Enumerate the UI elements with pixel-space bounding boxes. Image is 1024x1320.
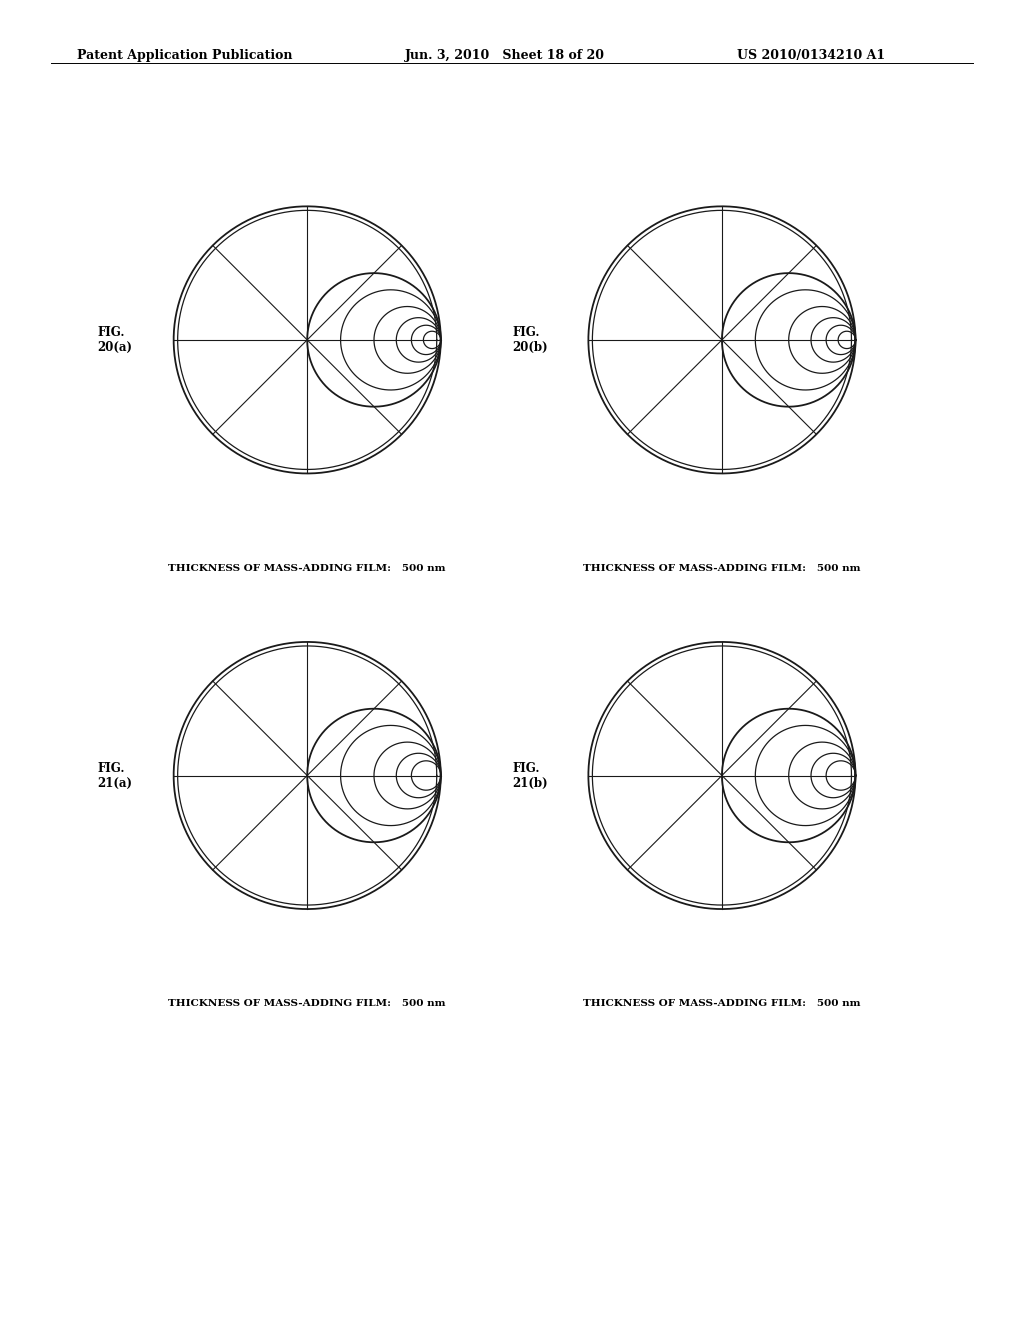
Text: FIG.
20(a): FIG. 20(a) [97,326,132,354]
Text: THICKNESS OF MASS-ADDING FILM:   500 nm: THICKNESS OF MASS-ADDING FILM: 500 nm [584,564,860,573]
Text: THICKNESS OF MASS-ADDING FILM:   500 nm: THICKNESS OF MASS-ADDING FILM: 500 nm [169,999,445,1008]
Text: THICKNESS OF MASS-ADDING FILM:   500 nm: THICKNESS OF MASS-ADDING FILM: 500 nm [169,564,445,573]
Text: FIG.
20(b): FIG. 20(b) [512,326,548,354]
Text: US 2010/0134210 A1: US 2010/0134210 A1 [737,49,886,62]
Text: Patent Application Publication: Patent Application Publication [77,49,292,62]
Text: FIG.
21(b): FIG. 21(b) [512,762,548,789]
Text: THICKNESS OF MASS-ADDING FILM:   500 nm: THICKNESS OF MASS-ADDING FILM: 500 nm [584,999,860,1008]
Text: FIG.
21(a): FIG. 21(a) [97,762,132,789]
Text: Jun. 3, 2010   Sheet 18 of 20: Jun. 3, 2010 Sheet 18 of 20 [404,49,604,62]
